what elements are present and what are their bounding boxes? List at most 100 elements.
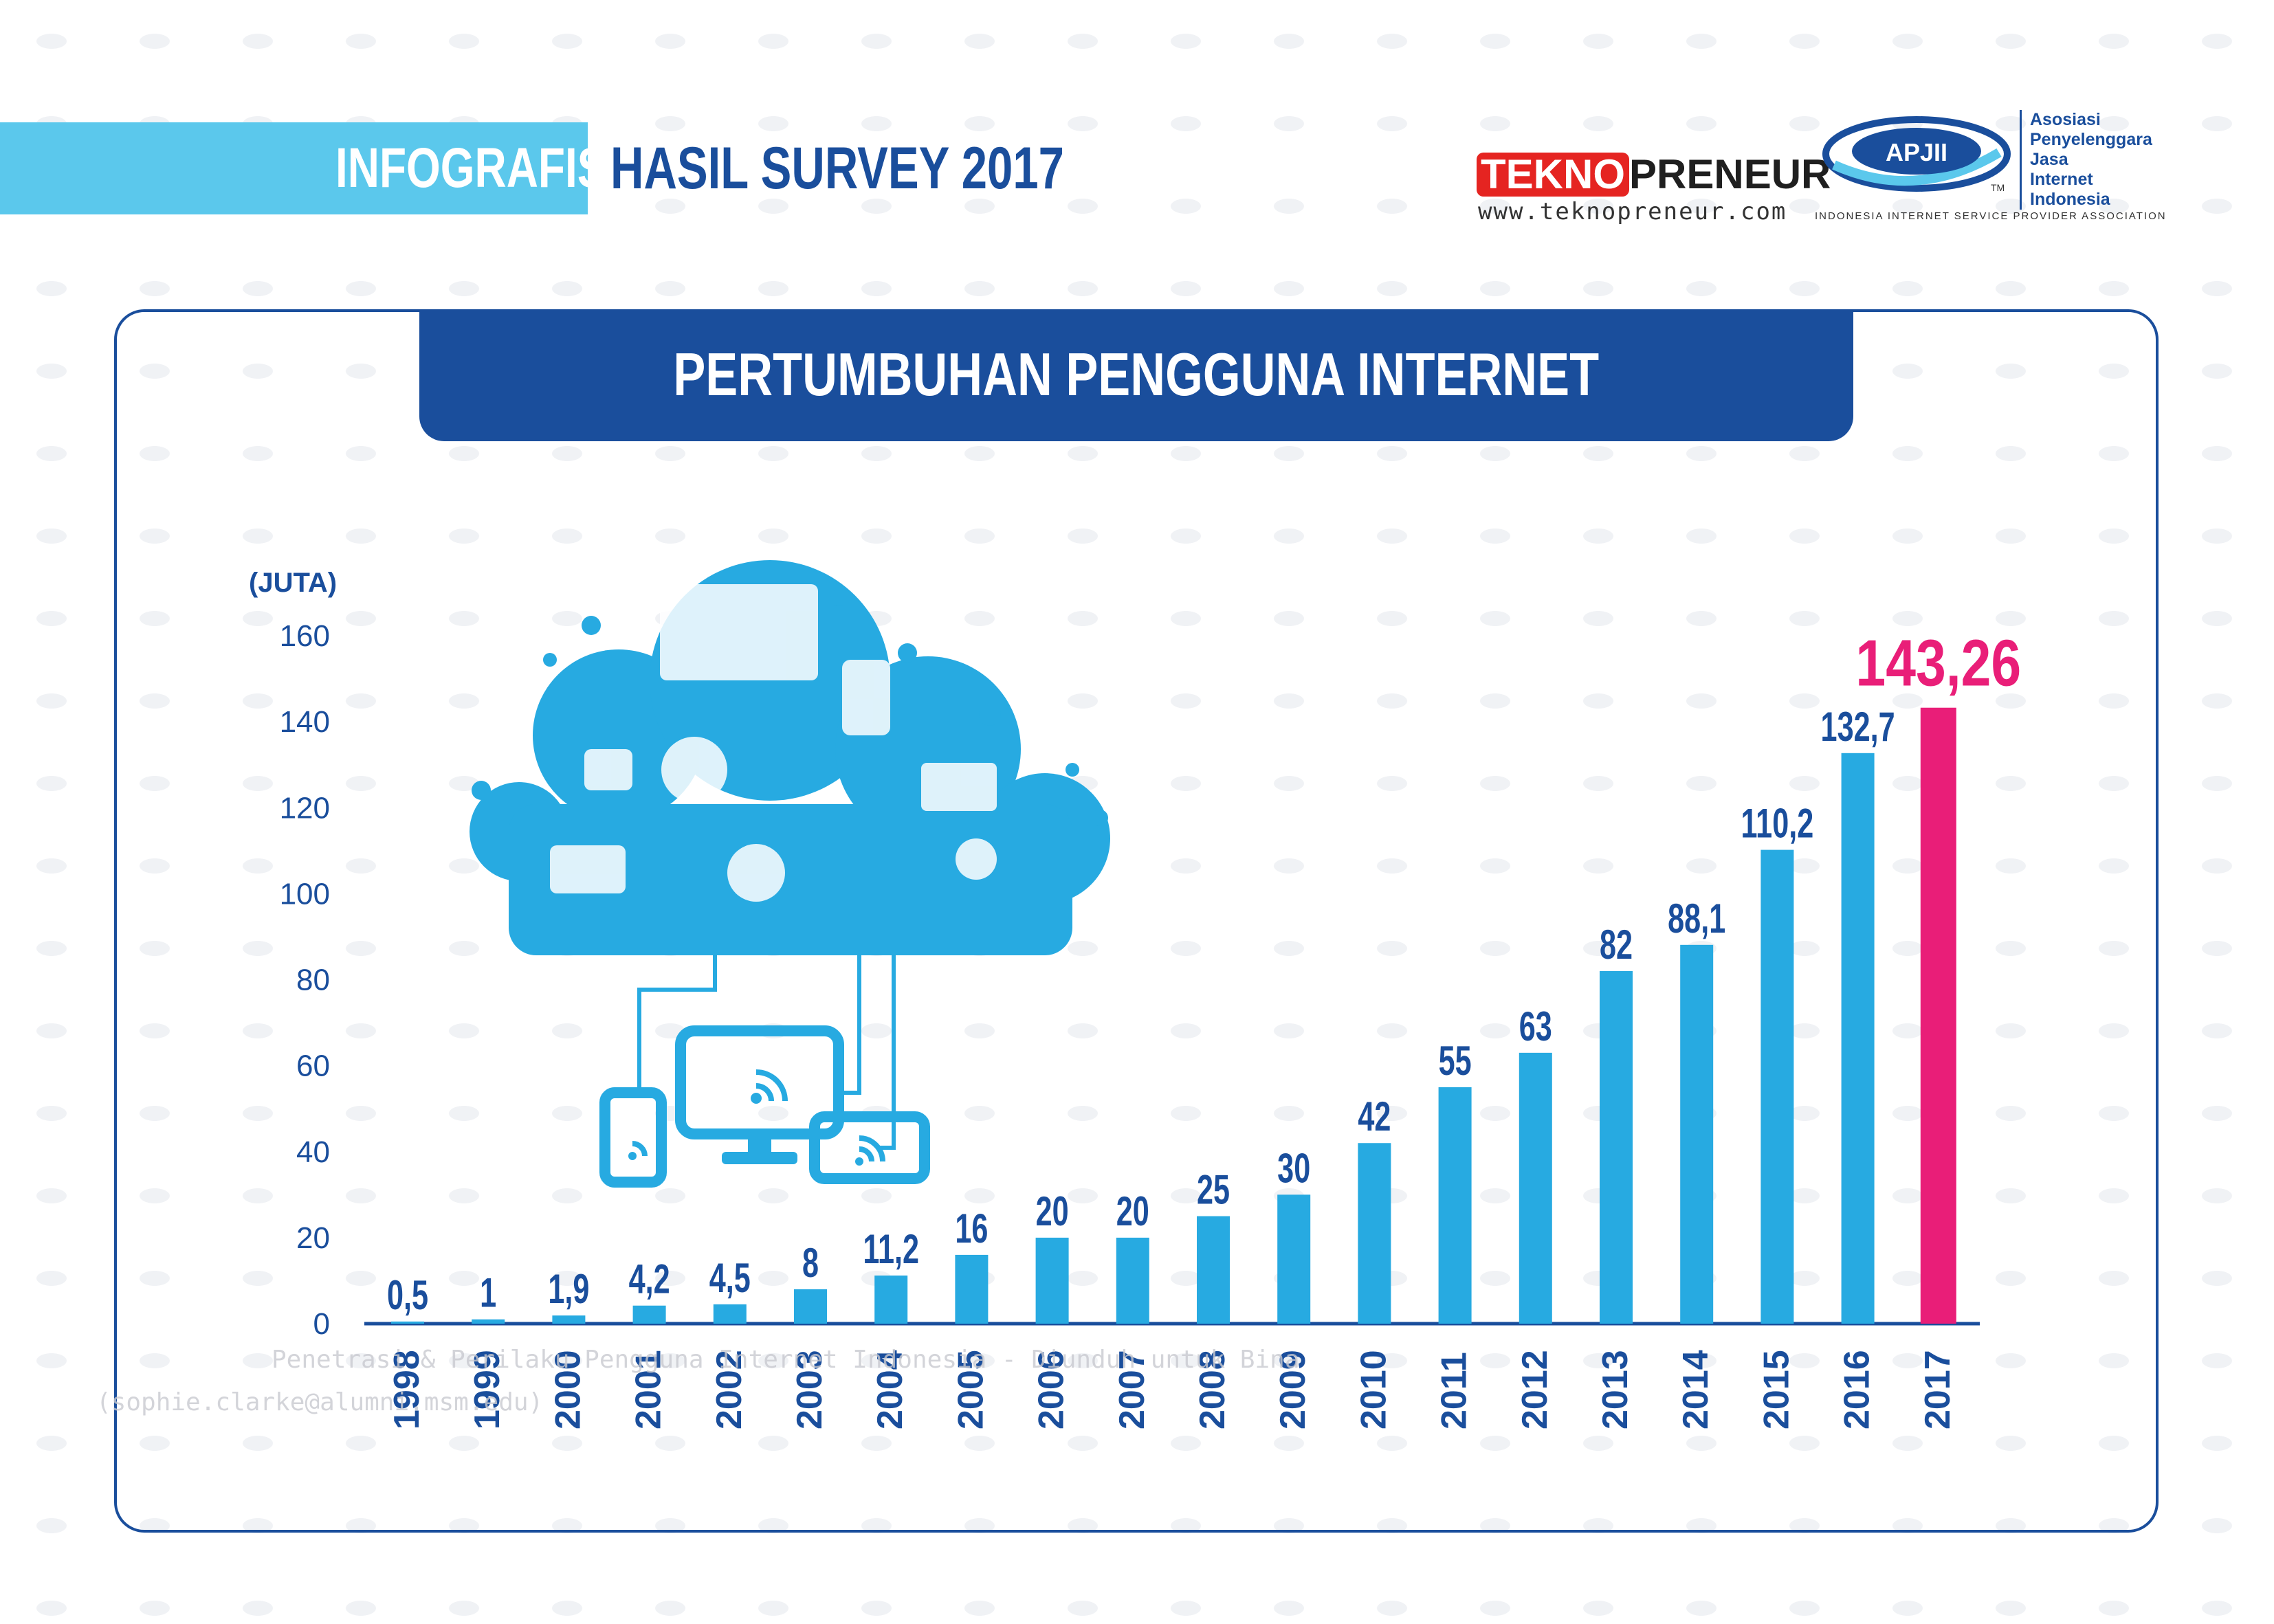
data-label: 42 [1358, 1094, 1391, 1140]
data-label: 82 [1600, 922, 1633, 968]
cloud-devices-illustration [470, 560, 1110, 1188]
y-tick-label: 80 [296, 964, 330, 997]
bar [713, 1304, 747, 1324]
y-tick-label: 160 [280, 619, 330, 653]
screen-icon [921, 763, 997, 811]
bar [874, 1275, 908, 1324]
apjii-line: Asosiasi [2030, 110, 2101, 129]
tekno-logo-box: TEKNO [1477, 153, 1629, 197]
data-label: 1 [480, 1271, 496, 1317]
x-tick-label: 2016 [1837, 1350, 1877, 1430]
x-tick-label: 2007 [1112, 1350, 1152, 1430]
x-tick-label: 2006 [1032, 1350, 1072, 1430]
x-tick-label: 2014 [1676, 1350, 1716, 1430]
download-icon [584, 749, 632, 790]
apjii-line: Jasa [2030, 150, 2068, 169]
apjii-tm: TM [1991, 182, 2005, 193]
apjii-tagline: INDONESIA INTERNET SERVICE PROVIDER ASSO… [1815, 210, 2167, 222]
x-tick-label: 2008 [1193, 1350, 1233, 1430]
survey-title: HASIL SURVEY 2017 [610, 135, 1064, 201]
y-tick-label: 40 [296, 1135, 330, 1169]
x-tick-label: 2002 [709, 1350, 749, 1430]
data-label: 4,2 [629, 1257, 670, 1303]
data-label: 20 [1116, 1189, 1149, 1235]
chart-title-text: PERTUMBUHAN PENGGUNA INTERNET [673, 340, 1600, 408]
bar [1920, 707, 1956, 1324]
laptop-icon [660, 584, 818, 680]
teknopreneur-url: www.teknopreneur.com [1478, 198, 1787, 225]
y-tick-label: 60 [296, 1049, 330, 1083]
data-label: 8 [802, 1241, 819, 1287]
x-tick-label: 2003 [790, 1350, 830, 1430]
x-tick-label: 2012 [1515, 1350, 1555, 1430]
x-tick-label: 2013 [1596, 1350, 1635, 1430]
data-label: 20 [1036, 1189, 1069, 1235]
data-label: 1,9 [548, 1267, 589, 1313]
x-tick-label: 2017 [1918, 1350, 1958, 1430]
bar [472, 1319, 505, 1324]
bar [1277, 1194, 1311, 1324]
monitor-icon [550, 845, 626, 893]
data-label: 25 [1197, 1168, 1230, 1214]
data-label: 55 [1439, 1038, 1472, 1084]
y-tick-label: 100 [280, 877, 330, 911]
x-tick-label: 1999 [467, 1350, 507, 1430]
x-tick-label: 2015 [1756, 1350, 1796, 1430]
data-label: 4,5 [709, 1256, 751, 1302]
data-label: 88,1 [1668, 896, 1725, 942]
y-tick-label: 0 [313, 1307, 330, 1341]
x-tick-label: 2010 [1354, 1350, 1393, 1430]
bar [1116, 1237, 1149, 1324]
x-tick-label: 1998 [387, 1350, 427, 1430]
apjii-name: Asosiasi Penyelenggara Jasa Internet Ind… [2020, 110, 2152, 210]
apjii-badge-text: APJII [1886, 138, 1947, 166]
watermark-line-2: (sophie.clarke@alumni.msm.edu) [96, 1388, 544, 1416]
bar [1519, 1052, 1552, 1324]
apjii-line: Penyelenggara [2030, 130, 2152, 149]
apjii-line: Indonesia [2030, 190, 2110, 209]
y-tick-label: 120 [280, 791, 330, 825]
x-tick-label: 2009 [1273, 1350, 1313, 1430]
bar [955, 1254, 989, 1324]
bar [391, 1321, 424, 1324]
x-tick-label: 2000 [548, 1350, 588, 1430]
chart-title: PERTUMBUHAN PENGGUNA INTERNET [419, 337, 1853, 412]
bar [1197, 1216, 1230, 1324]
title-bar [419, 309, 1853, 441]
y-axis-unit: (JUTA) [249, 568, 338, 598]
phone-icon [842, 660, 890, 735]
bar [1035, 1237, 1069, 1324]
apjii-logo-icon: APJII TM [1822, 116, 2011, 193]
x-tick-label: 2005 [951, 1350, 991, 1430]
data-label: 132,7 [1821, 704, 1895, 750]
data-label: 0,5 [387, 1273, 428, 1319]
data-label: 16 [955, 1206, 988, 1252]
data-label: 110,2 [1741, 801, 1814, 847]
y-tick-label: 20 [296, 1221, 330, 1255]
bar [1760, 849, 1794, 1324]
bar [794, 1289, 827, 1324]
bar [1358, 1143, 1391, 1324]
teknopreneur-logo: TEKNO PRENEUR [1477, 151, 1831, 198]
y-tick-label: 140 [280, 705, 330, 739]
bar [1438, 1087, 1472, 1324]
x-tick-label: 2011 [1435, 1352, 1475, 1430]
chat-icon [727, 844, 785, 902]
data-label: 143,26 [1855, 626, 2021, 700]
bar [552, 1315, 586, 1324]
tablet-wifi-icon [809, 1111, 930, 1184]
bar [632, 1305, 666, 1324]
apjii-line: Internet [2030, 170, 2093, 189]
data-label: 30 [1277, 1146, 1310, 1192]
x-tick-label: 2001 [629, 1350, 669, 1430]
globe-icon [661, 737, 727, 803]
tekno-logo-rest: PRENEUR [1629, 151, 1831, 197]
header-banner [0, 122, 588, 214]
bar [1600, 970, 1633, 1324]
watermark-line-1: Penetrasi & Perilaku Pengguna Internet I… [272, 1346, 1300, 1374]
message-icon [956, 838, 997, 880]
data-label: 63 [1519, 1004, 1552, 1050]
data-label: 11,2 [863, 1227, 919, 1273]
